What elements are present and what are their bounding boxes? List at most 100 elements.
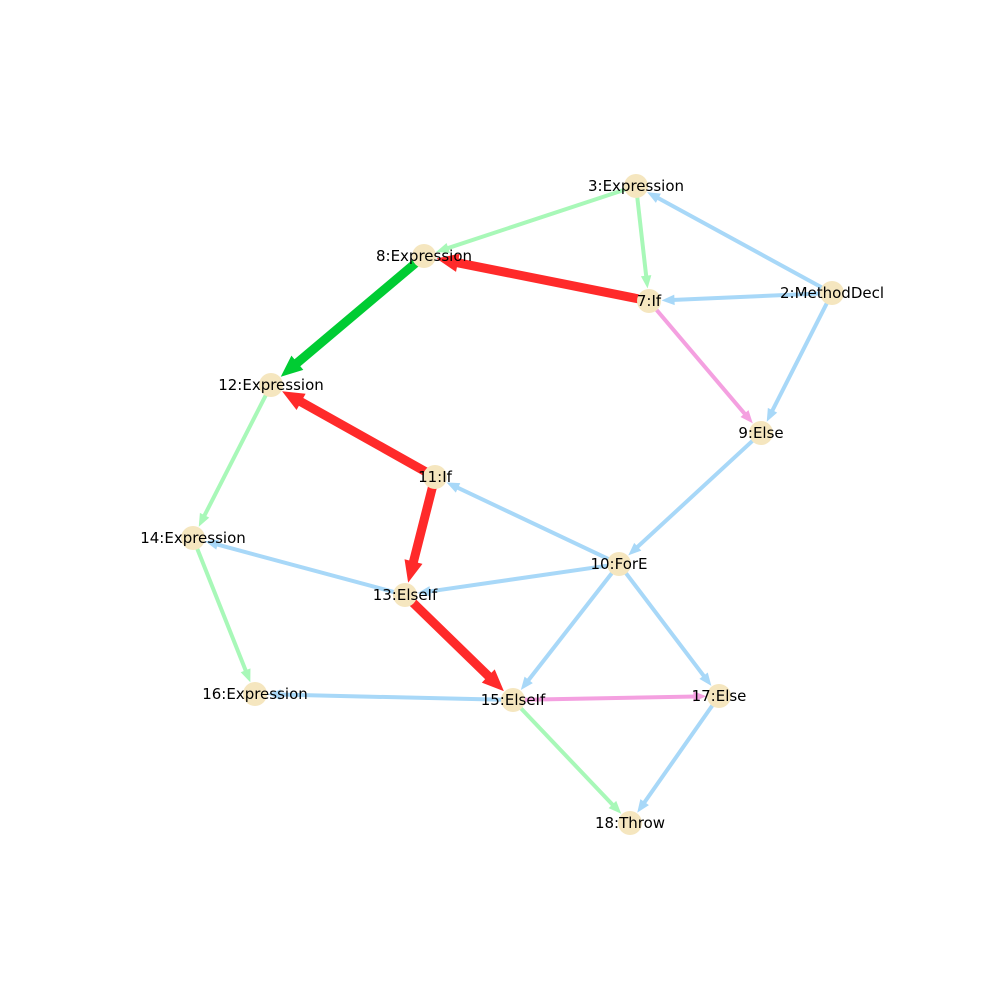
graph-node-n7: 7:If: [637, 289, 662, 313]
edges-layer: [192, 185, 833, 814]
edge-n3-n8: [436, 185, 635, 253]
edge-n7-n9: [649, 302, 753, 424]
node-circle: [820, 281, 844, 305]
edge-line: [649, 302, 749, 418]
edge-line: [654, 195, 831, 294]
node-circle: [707, 684, 731, 708]
edge-n2-n3: [647, 192, 831, 294]
node-label: 12:Expression: [218, 376, 324, 394]
arrowhead-icon: [404, 559, 423, 583]
graph-node-n12: 12:Expression: [218, 373, 324, 397]
graph-node-n11: 11:If: [418, 465, 453, 489]
edge-n12-n14: [198, 386, 272, 527]
node-label: 15:ElseIf: [481, 691, 546, 709]
arrowhead-icon: [766, 407, 778, 422]
edge-n13-n15: [403, 593, 504, 692]
graph-node-n9: 9:Else: [738, 421, 784, 445]
node-circle: [243, 682, 267, 706]
node-label: 11:If: [418, 468, 453, 486]
graph-node-n13: 13:ElseIf: [373, 583, 438, 607]
node-circle: [181, 526, 205, 550]
arrowhead-icon: [446, 482, 461, 493]
edge-n17-n18: [637, 697, 719, 813]
edge-n10-n15: [520, 565, 619, 690]
edge-n13-n14: [205, 539, 404, 596]
edge-line: [769, 294, 833, 415]
arrowhead-icon: [481, 669, 504, 692]
node-label: 16:Expression: [202, 685, 308, 703]
graph-node-n17: 17:Else: [692, 684, 746, 708]
node-circle: [259, 373, 283, 397]
edge-line: [192, 539, 249, 675]
arrowhead-icon: [436, 253, 460, 272]
edge-n7-n8: [436, 253, 650, 305]
node-label: 18:Throw: [595, 814, 665, 832]
node-circle: [637, 289, 661, 313]
edge-line: [641, 697, 719, 807]
node-label: 3:Expression: [588, 177, 684, 195]
edge-line: [290, 254, 426, 369]
edge-line: [408, 476, 439, 569]
node-label: 10:ForE: [590, 555, 647, 573]
edge-line: [443, 185, 635, 251]
arrowhead-icon: [240, 668, 251, 683]
arrowhead-icon: [280, 355, 304, 377]
edge-line: [425, 562, 618, 594]
graph-node-n10: 10:ForE: [590, 552, 648, 576]
edge-n11-n13: [404, 476, 439, 583]
edge-n14-n16: [192, 539, 251, 683]
arrowhead-icon: [693, 691, 707, 702]
edge-n15-n16: [267, 689, 512, 702]
arrowhead-icon: [198, 512, 210, 527]
arrowhead-icon: [637, 799, 649, 813]
edge-n15-n18: [513, 700, 622, 814]
arrowhead-icon: [628, 542, 642, 556]
edge-n15-n17: [514, 691, 707, 702]
node-circle: [423, 465, 447, 489]
node-circle: [618, 811, 642, 835]
edge-line: [453, 484, 618, 565]
edge-line: [634, 187, 649, 281]
edge-line: [201, 386, 272, 520]
graph-node-n3: 3:Expression: [588, 174, 684, 198]
node-label: 8:Expression: [376, 247, 472, 265]
edge-line: [275, 692, 512, 702]
graph-node-n18: 18:Throw: [595, 811, 665, 835]
node-circle: [624, 174, 648, 198]
arrowhead-icon: [205, 539, 219, 550]
edge-line: [450, 257, 650, 305]
node-label: 7:If: [637, 292, 662, 310]
edge-line: [403, 593, 495, 683]
edge-line: [294, 396, 437, 480]
arrowhead-icon: [661, 294, 675, 306]
arrowhead-icon: [267, 689, 281, 700]
arrowhead-icon: [699, 672, 712, 686]
graph-node-n8: 8:Expression: [376, 244, 472, 268]
edge-line: [633, 433, 761, 551]
edge-line: [619, 565, 708, 680]
edge-n11-n12: [282, 391, 437, 480]
node-circle: [501, 688, 525, 712]
node-label: 14:Expression: [140, 529, 246, 547]
graph-node-n14: 14:Expression: [140, 526, 246, 550]
arrowhead-icon: [647, 192, 661, 203]
arrowhead-icon: [740, 410, 753, 424]
graph-node-n2: 2:MethodDecl: [780, 281, 884, 305]
edge-n9-n10: [628, 433, 761, 556]
arrowhead-icon: [608, 800, 622, 814]
arrowhead-icon: [282, 391, 306, 410]
edge-line: [213, 541, 404, 596]
edge-n8-n12: [280, 254, 426, 377]
node-circle: [412, 244, 436, 268]
edge-n10-n17: [619, 565, 712, 686]
edge-n3-n7: [634, 187, 652, 289]
edge-line: [513, 700, 617, 809]
arrowhead-icon: [436, 243, 450, 253]
nodes-layer: 2:MethodDecl 3:Expression 7:If 8:Expression…: [140, 174, 884, 835]
node-label: 13:ElseIf: [373, 586, 438, 604]
edge-line: [514, 694, 699, 702]
edge-n10-n13: [417, 562, 618, 597]
graph-node-n15: 15:ElseIf: [481, 688, 546, 712]
